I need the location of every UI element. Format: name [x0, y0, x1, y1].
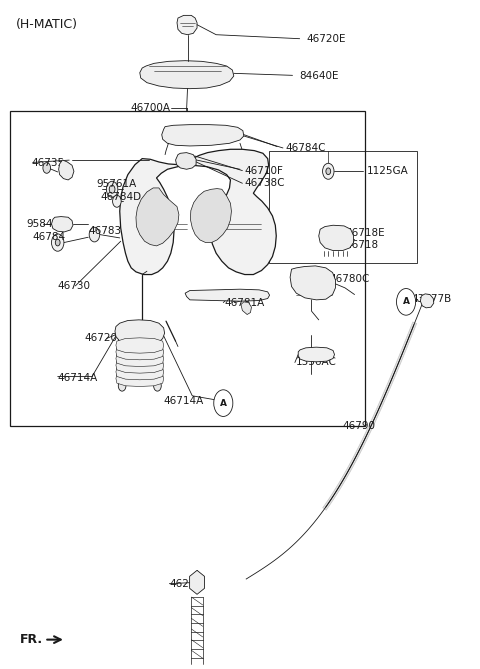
Text: 46714A: 46714A: [58, 373, 98, 383]
Text: 46710F: 46710F: [245, 166, 284, 175]
Text: 46718E: 46718E: [345, 228, 384, 238]
Text: 46720D: 46720D: [85, 334, 126, 343]
Text: 46790: 46790: [343, 421, 376, 432]
Text: 46784D: 46784D: [101, 191, 142, 201]
Text: 1336AC: 1336AC: [296, 357, 337, 367]
Polygon shape: [420, 294, 434, 308]
Circle shape: [426, 298, 430, 304]
Circle shape: [306, 349, 315, 361]
Text: 46730: 46730: [58, 281, 91, 291]
Circle shape: [214, 390, 233, 416]
Text: 46735: 46735: [31, 158, 64, 168]
Polygon shape: [176, 153, 196, 169]
Text: A: A: [220, 399, 227, 407]
Polygon shape: [241, 302, 252, 314]
Text: 46251: 46251: [170, 579, 203, 589]
Polygon shape: [116, 338, 164, 353]
Polygon shape: [120, 149, 276, 274]
Text: (H-MATIC): (H-MATIC): [16, 18, 78, 31]
Text: FR.: FR.: [20, 633, 43, 646]
Circle shape: [326, 168, 331, 175]
Polygon shape: [190, 571, 204, 594]
Polygon shape: [290, 266, 336, 300]
Text: 95840: 95840: [26, 219, 59, 229]
Circle shape: [43, 163, 50, 173]
Circle shape: [89, 227, 100, 242]
Text: 46783: 46783: [88, 225, 121, 235]
Text: 84640E: 84640E: [300, 71, 339, 81]
Bar: [269, 151, 417, 262]
Polygon shape: [185, 289, 270, 301]
Polygon shape: [116, 365, 164, 380]
Text: 46781A: 46781A: [225, 298, 265, 308]
Circle shape: [118, 344, 126, 355]
Circle shape: [107, 181, 118, 197]
Circle shape: [118, 381, 126, 391]
Polygon shape: [319, 225, 354, 251]
Text: A: A: [403, 297, 409, 306]
Circle shape: [396, 288, 416, 315]
Text: 46780C: 46780C: [330, 274, 370, 284]
Circle shape: [323, 163, 334, 179]
Polygon shape: [136, 188, 179, 246]
Text: 46720E: 46720E: [307, 33, 346, 43]
Polygon shape: [59, 160, 74, 180]
Text: 43777B: 43777B: [412, 294, 452, 304]
Circle shape: [55, 240, 60, 246]
Polygon shape: [51, 217, 73, 232]
Text: 1125GA: 1125GA: [366, 167, 408, 176]
Polygon shape: [140, 61, 234, 89]
Text: 46700A: 46700A: [130, 103, 170, 113]
Polygon shape: [298, 347, 335, 362]
Text: 46784C: 46784C: [285, 143, 326, 153]
Text: 46784: 46784: [33, 231, 66, 242]
Polygon shape: [162, 124, 244, 146]
Circle shape: [113, 195, 121, 207]
Polygon shape: [116, 351, 164, 367]
Polygon shape: [115, 320, 165, 347]
Text: 46714A: 46714A: [164, 396, 204, 406]
Polygon shape: [116, 358, 164, 373]
Circle shape: [154, 381, 161, 391]
Circle shape: [193, 576, 201, 588]
Polygon shape: [116, 345, 164, 360]
Circle shape: [109, 185, 115, 193]
Text: 46718: 46718: [345, 240, 378, 250]
Circle shape: [51, 234, 64, 252]
Polygon shape: [177, 15, 197, 35]
Polygon shape: [116, 371, 164, 387]
Text: 46738C: 46738C: [245, 178, 285, 188]
Polygon shape: [191, 189, 231, 243]
Text: 95761A: 95761A: [97, 179, 137, 189]
Bar: [10, 110, 365, 425]
Circle shape: [154, 344, 161, 355]
